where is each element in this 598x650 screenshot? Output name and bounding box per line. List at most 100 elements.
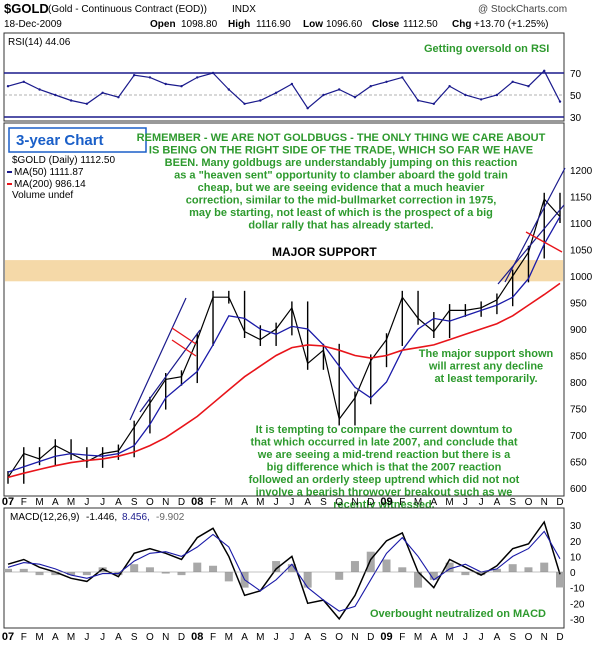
open-value: 1098.80 [181,19,218,30]
trend-line [497,204,565,285]
price-tick-label: 1000 [570,272,593,283]
macd-histogram-bar [477,572,486,576]
macd-histogram-bar [366,551,375,572]
x-axis-label: M [35,497,43,508]
x-axis-label: D [367,632,374,643]
legend-ma200: MA(200) 986.14 [14,179,86,190]
price-tick-label: 850 [570,352,587,363]
ma200-line [7,282,561,479]
macd-histogram-bar [67,572,76,576]
close-label: Close [372,19,400,30]
x-axis-label: O [146,497,154,508]
price-series-layer [7,167,566,484]
macd-histogram-bar [335,572,344,580]
x-axis-label: D [178,497,185,508]
x-axis-label: D [178,632,185,643]
rsi-point [148,76,152,79]
macd-histogram-bar [4,568,12,572]
commentary-text: REMEMBER - WE ARE NOT GOLDBUGS - THE ONL… [137,132,546,232]
price-tick-label: 700 [570,431,587,442]
x-axis-label: J [100,497,105,508]
macd-series-layer [4,520,564,621]
x-axis-label: A [241,497,248,508]
x-axis-label: O [525,632,533,643]
rsi-tick-70: 70 [570,69,582,80]
rsi-point [338,88,341,91]
x-axis-macd: 07 F M A M J J A S O N D 08 F M A M J J A S O N D 09 F M A M J J A S O N D [2,631,564,643]
macd-histogram-bar [508,564,517,572]
price-tick-label: 900 [570,325,587,336]
x-axis-label: F [399,497,405,508]
x-axis-label: J [274,497,279,508]
x-axis-label: M [445,632,453,643]
x-axis-label: S [320,632,327,643]
x-axis-label: S [131,632,138,643]
x-axis-label: A [52,632,59,643]
rsi-point [6,85,10,88]
rsi-point [274,91,278,95]
rsi-tick-50: 50 [570,91,582,102]
x-axis-label: O [525,497,533,508]
rsi-point [211,71,215,75]
x-axis-label: A [494,632,501,643]
channel-line [171,327,197,345]
x-axis-label: F [210,632,216,643]
header-date: 18-Dec-2009 [4,19,62,30]
price-tick-label: 1200 [570,166,593,177]
low-value: 1096.60 [326,19,363,30]
rsi-panel [3,32,565,122]
macd-histogram-bar [161,572,170,574]
macd-panel [3,507,565,629]
macd-legend-v2: 8.456, [122,512,150,523]
x-axis-label: 09 [380,496,392,508]
channel-line [171,339,197,357]
x-axis-label: J [274,632,279,643]
macd-histogram-bar [556,572,564,588]
rsi-line [7,69,561,110]
commentary-text: It is tempting to compare the current do… [249,424,520,511]
rsi-point [322,93,325,97]
x-axis-label: J [479,497,484,508]
macd-tick-label: 20 [570,537,582,548]
ma50-line [7,216,561,473]
macd-line [7,520,561,621]
x-axis-label: 09 [380,631,392,643]
x-axis-label: A [115,632,122,643]
x-axis-label: O [335,497,343,508]
low-label: Low [303,19,323,30]
macd-tick-label: 30 [570,521,582,532]
x-axis-label: S [320,497,327,508]
rsi-point [180,85,183,88]
macd-histogram-bar [35,572,44,576]
rsi-point [495,93,499,97]
x-axis-label: J [479,632,484,643]
support-label: MAJOR SUPPORT [272,245,377,259]
x-axis-label: J [84,632,89,643]
description: (Gold - Continuous Contract (EOD)) [48,4,207,15]
rsi-point [164,82,167,86]
rsi-point [448,85,451,88]
rsi-annotation: Getting oversold on RSI [424,43,549,55]
x-axis-label: J [463,497,468,508]
close-value: 1112.50 [403,19,438,30]
x-axis-label: F [21,632,27,643]
price-line [7,197,561,478]
x-axis-label: A [494,497,501,508]
x-axis-label: M [256,497,264,508]
x-axis-label: S [509,497,516,508]
x-axis-label: 08 [191,631,203,643]
macd-tick-label: -10 [570,584,585,595]
price-axis: 1200 1150 1100 1050 1000 950 900 850 800 750 700 65… [570,166,593,495]
macd-tick-label: -30 [570,615,585,626]
macd-histogram-bar [177,572,186,576]
x-axis-label: 07 [2,496,14,508]
rsi-point [369,85,372,88]
macd-histogram-bar [209,565,218,572]
macd-histogram-bar [461,572,470,576]
x-axis-label: A [241,632,248,643]
legend-price: $GOLD (Daily) 1112.50 [12,155,115,166]
x-axis-label: F [210,497,216,508]
macd-histogram-bar [272,561,281,572]
x-axis-label: J [84,497,89,508]
macd-histogram-bar [51,572,60,576]
